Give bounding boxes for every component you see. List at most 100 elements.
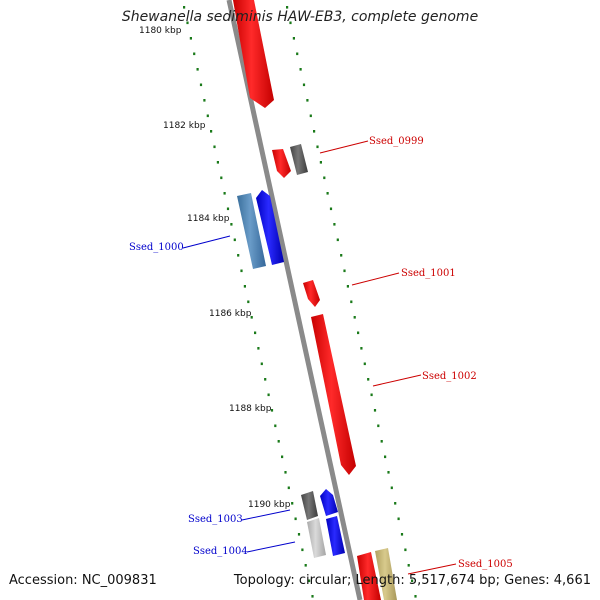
gc-dot [329,207,333,211]
gc-dot [309,114,312,118]
gc-dot [264,378,267,381]
gc-dot [301,548,304,552]
gc-dot [353,316,356,319]
gc-dot [370,393,373,397]
kbp-tick-label: 1188 kbp [229,404,272,414]
gc-dot [243,285,246,288]
kbp-scale: 1180 kbp 1182 kbp 1184 kbp 1186 kbp 1188… [139,26,291,510]
gene-arrow-forward [303,280,320,307]
gene-label-ssed-1001: Ssed_1001 [401,268,456,279]
accession-text: Accession: NC_009831 [9,573,157,588]
gc-dot [213,145,216,149]
gc-dot [237,254,240,257]
gene-label-ssed-1002: Ssed_1002 [422,371,477,382]
gc-dot [203,99,206,102]
gc-dot [277,440,280,443]
gc-dot [297,533,301,536]
leader-line [407,563,457,575]
gc-dot [390,486,393,490]
gc-dot [223,192,226,195]
gene-label-ssed-1004: Ssed_1004 [193,546,248,557]
gene-label-ssed-0999: Ssed_0999 [369,136,424,147]
feature-khaki [375,548,397,600]
gc-dot [292,37,295,40]
kbp-tick-label: 1190 kbp [248,500,291,510]
gc-dot [183,6,186,9]
gc-dot [343,269,346,273]
kbp-tick-label: 1182 kbp [163,121,206,131]
gc-dot [257,347,260,350]
gc-dot [350,300,353,304]
gene-block-steelblue [237,193,266,269]
gc-dot [336,238,339,242]
gene-arrow-forward [272,149,291,178]
gc-dot [186,21,189,25]
gc-dot [326,192,329,195]
gene-block-forward [357,552,381,600]
gc-dot [210,130,213,133]
gc-dot [216,161,219,164]
gc-dot [387,471,390,474]
gc-dot [360,347,363,350]
gc-dot [299,68,302,71]
genome-backbone [226,0,363,600]
kbp-tick-label: 1186 kbp [209,309,252,319]
leader-line [241,509,291,521]
gc-dot [294,517,297,521]
gc-dot [397,517,400,521]
gc-dot [270,409,274,412]
gc-content-dots [183,6,417,598]
gc-dot [284,471,287,474]
feature-light-gray [307,518,326,558]
gene-arrow-forward [311,314,356,475]
gc-dot [296,52,299,56]
gc-dot [340,254,343,257]
gc-dot [302,83,306,87]
gc-dot [240,269,243,273]
gc-dot [199,83,203,87]
gc-dot [313,130,316,133]
gc-dot [206,114,209,118]
gc-dot [247,300,250,304]
topology-text: Topology: circular; Length: 5,517,674 bp… [233,573,591,588]
gc-dot [357,331,360,335]
gc-dot [306,99,309,102]
gene-block-reverse [326,516,345,556]
gc-dot [196,68,199,71]
gc-dot [304,564,307,567]
gc-dot [411,579,414,583]
gene-labels: Ssed_0999 Ssed_1000 Ssed_1001 Ssed_1002 … [129,136,513,575]
gc-dot [414,595,417,598]
gene-label-ssed-1000: Ssed_1000 [129,242,184,253]
gc-dot [254,331,257,335]
gc-dot [260,362,263,366]
gc-dot [281,455,284,459]
gc-dot [233,238,236,242]
map-title: Shewanella sediminis HAW-EB3, complete g… [121,9,479,25]
gc-dot [373,409,377,412]
gc-dot [189,37,192,40]
gc-dot [333,223,336,226]
leader-line [182,235,231,249]
gc-dot [289,21,292,25]
gc-dot [363,362,366,366]
gc-dot [404,548,407,552]
leader-line [319,140,369,154]
gc-dot [323,176,326,180]
feature-dark-gray [301,491,318,520]
gene-label-ssed-1003: Ssed_1003 [188,514,243,525]
gene-label-ssed-1005: Ssed_1005 [458,559,513,570]
gc-dot [367,378,370,381]
gc-dot [286,6,289,9]
kbp-tick-label: 1180 kbp [139,26,182,36]
gene-arrow-reverse [256,190,284,265]
gc-dot [319,161,322,164]
gc-dot [384,455,387,459]
gc-dot [267,393,270,397]
leader-line [351,272,400,286]
gene-arrow-forward [233,0,274,108]
gc-dot [311,595,314,598]
leader-line [246,541,296,553]
gc-dot [316,145,319,149]
